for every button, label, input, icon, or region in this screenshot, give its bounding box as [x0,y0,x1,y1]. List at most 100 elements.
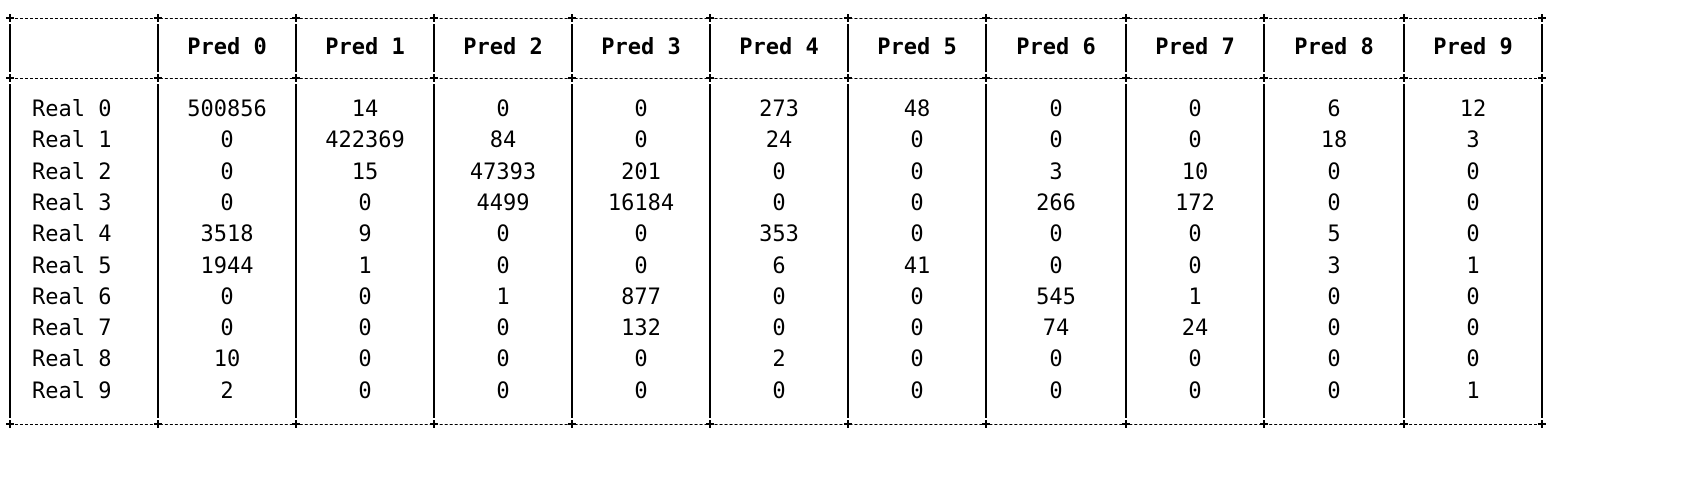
table-cell: 0 [1049,222,1063,248]
table-corner-plus [292,74,300,82]
table-cell: 2 [772,347,786,373]
table-cell: 0 [358,347,372,373]
table-cell: 132 [621,316,661,342]
table-corner-plus [1400,420,1408,428]
table-column-separator [9,24,11,72]
table-corner-plus [982,14,990,22]
table-cell: 0 [910,284,924,310]
table-border-line [10,18,1542,19]
table-cell: 0 [634,347,648,373]
table-corner-plus [292,14,300,22]
table-cell: 24 [765,128,793,154]
column-header: Pred 2 [463,35,543,60]
table-cell: 48 [903,97,931,122]
table-corner-plus [6,14,14,22]
table-corner-plus [844,14,852,22]
table-corner-plus [568,14,576,22]
table-cell: 0 [634,253,648,279]
table-cell: 0 [358,316,372,342]
column-header: Pred 1 [325,35,405,60]
table-column-separator [709,84,711,418]
table-corner-plus [1538,74,1546,82]
table-corner-plus [1538,14,1546,22]
table-column-separator [985,84,987,418]
table-corner-plus [154,74,162,82]
table-cell: 0 [1466,316,1480,342]
table-corner-plus [844,420,852,428]
table-cell: 0 [1188,128,1202,154]
table-cell: 3 [1466,128,1480,154]
table-corner-plus [1260,74,1268,82]
row-label: Real 2 [32,159,112,185]
table-cell: 0 [1049,378,1063,404]
table-cell: 0 [910,222,924,248]
table-corner-plus [706,420,714,428]
table-cell: 0 [220,190,234,216]
table-column-separator [157,84,159,418]
table-cell: 0 [1466,284,1480,310]
table-cell: 500856 [187,97,267,122]
table-corner-plus [568,420,576,428]
table-cell: 0 [220,159,234,185]
table-cell: 0 [910,378,924,404]
table-cell: 0 [772,284,786,310]
table-corner-plus [706,74,714,82]
table-corner-plus [1400,74,1408,82]
table-column-separator [709,24,711,72]
table-cell: 47393 [469,159,537,185]
table-cell: 353 [759,222,799,248]
table-cell: 15 [351,159,379,185]
table-column-separator [1125,84,1127,418]
row-label: Real 7 [32,316,112,342]
table-corner-plus [844,74,852,82]
table-cell: 0 [1188,97,1202,122]
column-header: Pred 7 [1155,35,1235,60]
table-cell: 0 [1049,347,1063,373]
table-cell: 0 [1049,128,1063,154]
table-column-separator [1263,24,1265,72]
table-cell: 0 [358,378,372,404]
table-corner-plus [430,14,438,22]
table-cell: 0 [496,378,510,404]
table-cell: 84 [489,128,517,154]
table-cell: 877 [621,284,661,310]
table-corner-plus [1538,420,1546,428]
table-cell: 0 [1049,253,1063,279]
table-cell: 0 [1466,347,1480,373]
table-cell: 0 [496,347,510,373]
table-cell: 545 [1036,284,1076,310]
table-cell: 273 [759,97,799,122]
table-cell: 3 [1327,253,1341,279]
table-cell: 266 [1036,190,1076,216]
table-cell: 24 [1181,316,1209,342]
table-cell: 6 [1327,97,1341,122]
table-corner-plus [706,14,714,22]
column-header: Pred 5 [877,35,957,60]
table-cell: 0 [220,128,234,154]
row-label: Real 6 [32,284,112,310]
table-cell: 14 [351,97,379,122]
table-corner-plus [1400,14,1408,22]
table-cell: 0 [772,378,786,404]
table-corner-plus [1122,420,1130,428]
table-column-separator [1403,84,1405,418]
table-cell: 0 [910,128,924,154]
table-cell: 0 [358,284,372,310]
table-cell: 0 [1327,190,1341,216]
table-column-separator [1541,24,1543,72]
table-cell: 5 [1327,222,1341,248]
table-cell: 1 [1466,378,1480,404]
table-border-line [10,424,1542,425]
table-cell: 1 [1188,284,1202,310]
table-cell: 0 [1466,190,1480,216]
table-corner-plus [1260,420,1268,428]
table-cell: 0 [358,190,372,216]
table-cell: 6 [772,253,786,279]
table-cell: 0 [772,159,786,185]
table-cell: 0 [634,222,648,248]
table-border-line [10,78,1542,79]
table-column-separator [295,24,297,72]
table-cell: 3 [1049,159,1063,185]
table-corner-plus [1260,14,1268,22]
row-label: Real 9 [32,378,112,404]
